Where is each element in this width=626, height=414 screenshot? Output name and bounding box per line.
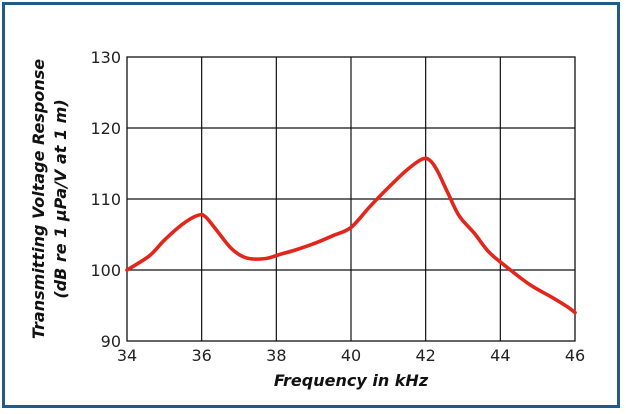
y-tick-label: 120 (90, 119, 121, 138)
y-axis-title-line-1: Transmitting Voltage Response (29, 59, 48, 339)
y-tick-labels: 90 100 110 120 130 (90, 48, 121, 351)
y-tick-label: 130 (90, 48, 121, 67)
x-tick-label: 42 (415, 346, 435, 365)
x-tick-labels: 34 36 38 40 42 44 46 (117, 346, 585, 365)
x-tick-label: 46 (565, 346, 585, 365)
plot-border (126, 56, 576, 342)
x-tick-label: 36 (191, 346, 211, 365)
x-tick-label: 40 (341, 346, 361, 365)
series-line (125, 156, 577, 315)
y-axis-title-line-2: (dB re 1 µPa/V at 1 m) (51, 99, 70, 298)
y-tick-label: 90 (101, 332, 121, 351)
x-tick-label: 44 (490, 346, 510, 365)
y-tick-label: 110 (90, 190, 121, 209)
x-tick-label: 34 (117, 346, 137, 365)
x-tick-label: 38 (266, 346, 286, 365)
y-tick-label: 100 (90, 261, 121, 280)
grid-lines (127, 57, 575, 341)
x-axis-title: Frequency in kHz (274, 371, 429, 390)
chart-frame (2, 2, 620, 408)
